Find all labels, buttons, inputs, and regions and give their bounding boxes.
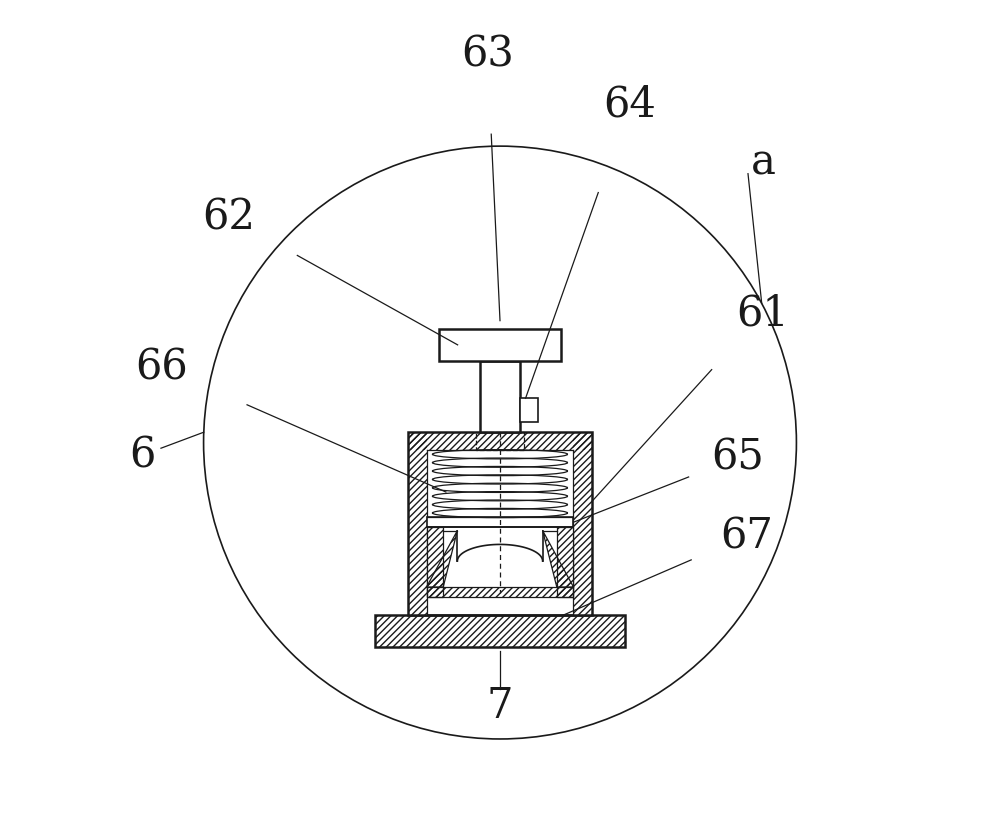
Text: 67: 67	[720, 515, 773, 557]
Bar	[427, 527, 443, 597]
Bar	[573, 432, 592, 615]
Text: 65: 65	[712, 437, 764, 478]
Bar	[520, 398, 538, 422]
Bar	[375, 615, 625, 647]
Bar	[476, 432, 524, 450]
Bar	[427, 587, 573, 597]
Bar	[408, 432, 427, 615]
Bar	[557, 527, 573, 597]
Bar	[375, 615, 625, 647]
Bar	[557, 527, 573, 597]
Bar	[573, 432, 592, 615]
Text: 61: 61	[737, 292, 789, 334]
Bar	[408, 432, 592, 615]
Bar	[427, 517, 573, 527]
Bar	[480, 361, 520, 432]
Bar	[439, 329, 561, 361]
Text: 64: 64	[603, 84, 656, 125]
Text: 7: 7	[487, 685, 513, 726]
Bar	[408, 432, 427, 615]
Bar	[427, 527, 443, 597]
Bar	[408, 432, 592, 450]
Text: a: a	[751, 142, 775, 184]
Text: 66: 66	[135, 347, 188, 388]
Text: 6: 6	[129, 434, 156, 476]
Bar	[408, 432, 592, 450]
Text: 63: 63	[461, 33, 514, 75]
Text: 62: 62	[202, 196, 255, 238]
